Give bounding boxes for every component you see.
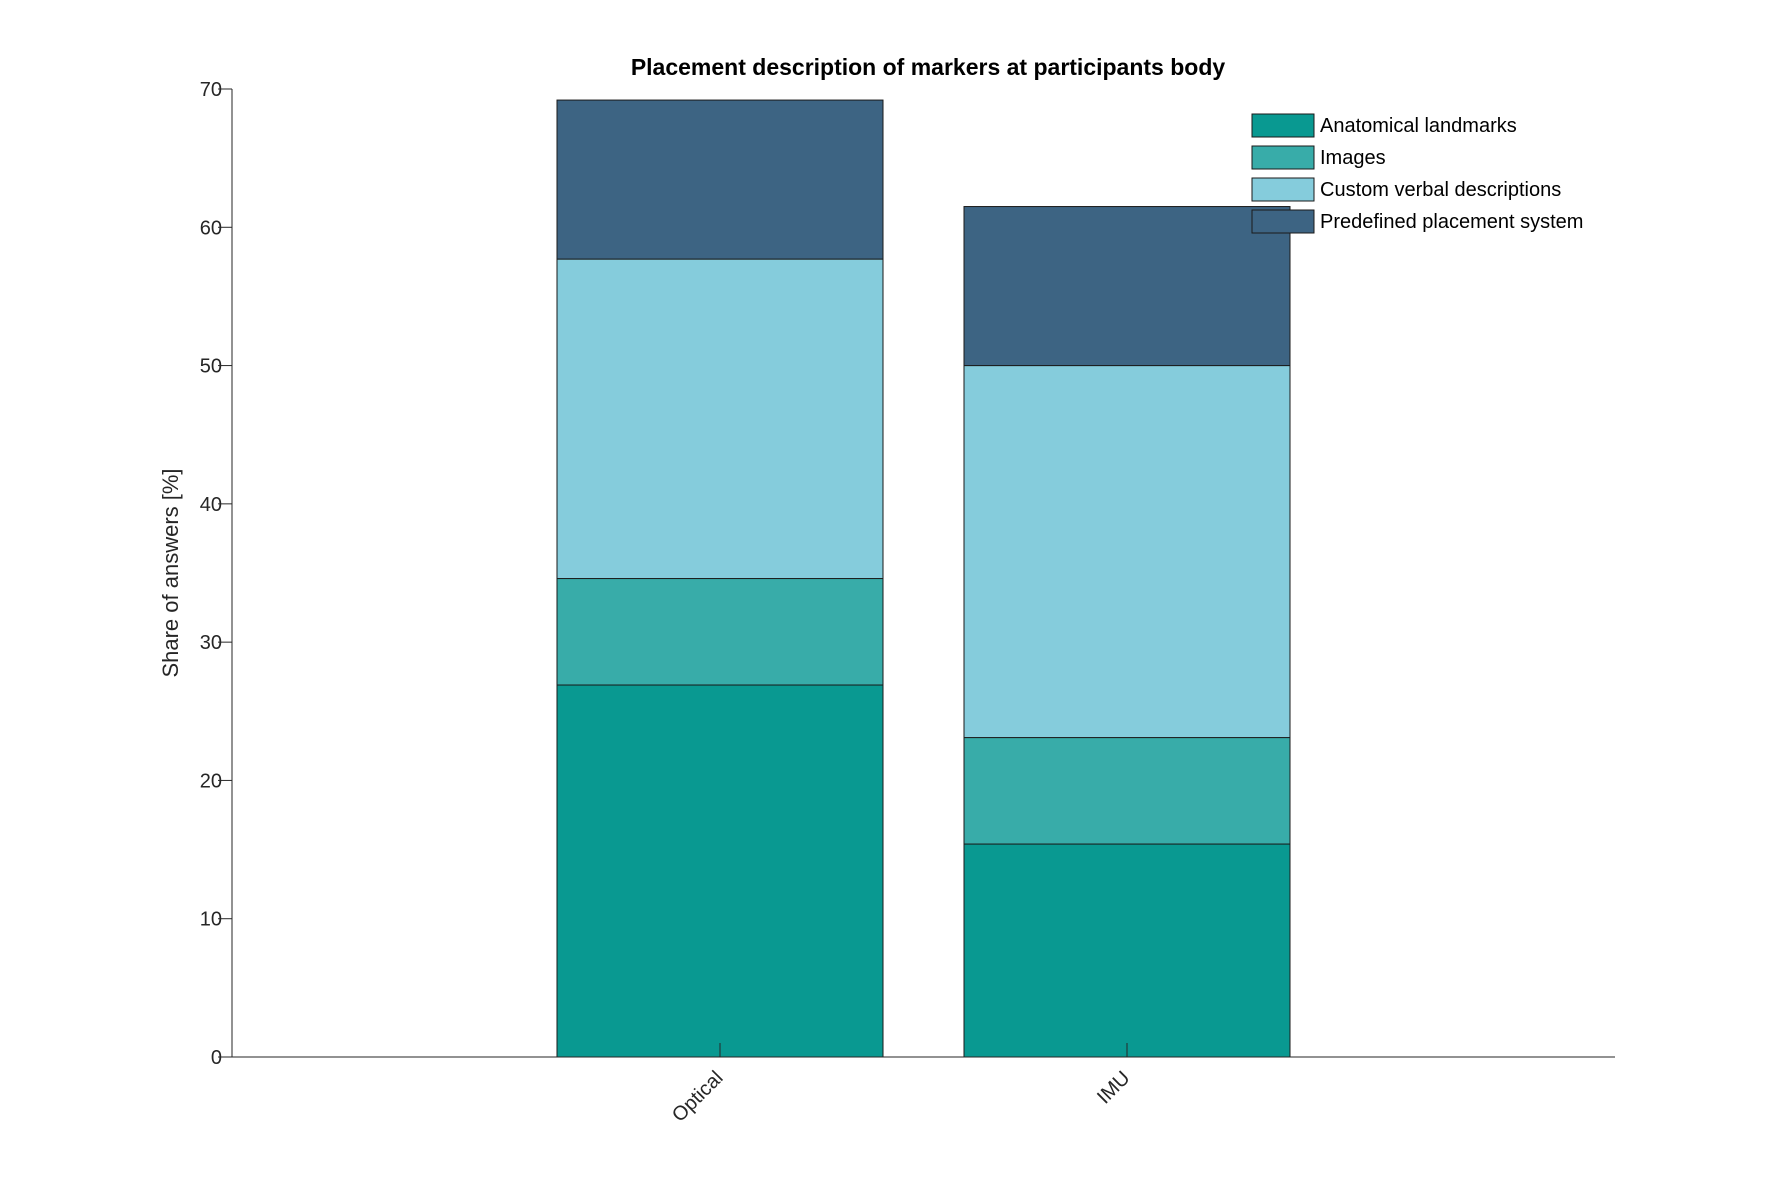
y-tick-label: 50	[200, 356, 222, 378]
legend-label-4: Predefined placement system	[1320, 211, 1583, 233]
y-axis-label: Share of answers [%]	[158, 468, 183, 677]
legend-label-3: Custom verbal descriptions	[1320, 179, 1561, 201]
legend-label-1: Anatomical landmarks	[1320, 115, 1517, 137]
x-tick-label-imu: IMU	[1093, 1067, 1134, 1108]
legend-label-2: Images	[1320, 147, 1386, 169]
axes	[231, 89, 1615, 1058]
bar-segment-imu-1	[963, 843, 1291, 1058]
bar-stacks	[556, 99, 1291, 1058]
y-tick-label: 0	[211, 1047, 222, 1069]
bar-segment-imu-4	[963, 206, 1291, 367]
y-tick-label: 40	[200, 494, 222, 516]
bar-segment-optical-1	[556, 684, 884, 1058]
y-tick-label: 10	[200, 909, 222, 931]
y-tick-label: 30	[200, 632, 222, 654]
y-ticks: 0 10 20 30 40 50 60 70	[200, 79, 232, 1069]
bar-segment-optical-4	[556, 99, 884, 260]
legend: Anatomical landmarks Images Custom verbal …	[1251, 113, 1583, 234]
chart-title: Placement description of markers at part…	[631, 54, 1226, 80]
y-tick-label: 20	[200, 770, 222, 792]
bar-segment-optical-2	[556, 578, 884, 686]
legend-swatch-1	[1251, 113, 1315, 138]
x-tick-label-optical: Optical	[668, 1067, 728, 1127]
bar-segment-imu-3	[963, 365, 1291, 739]
bar-segment-imu-2	[963, 737, 1291, 845]
legend-swatch-3	[1251, 177, 1315, 202]
bar-segment-optical-3	[556, 258, 884, 580]
y-tick-label: 70	[200, 79, 222, 101]
legend-swatch-2	[1251, 145, 1315, 170]
legend-swatch-4	[1251, 209, 1315, 234]
y-tick-label: 60	[200, 217, 222, 239]
